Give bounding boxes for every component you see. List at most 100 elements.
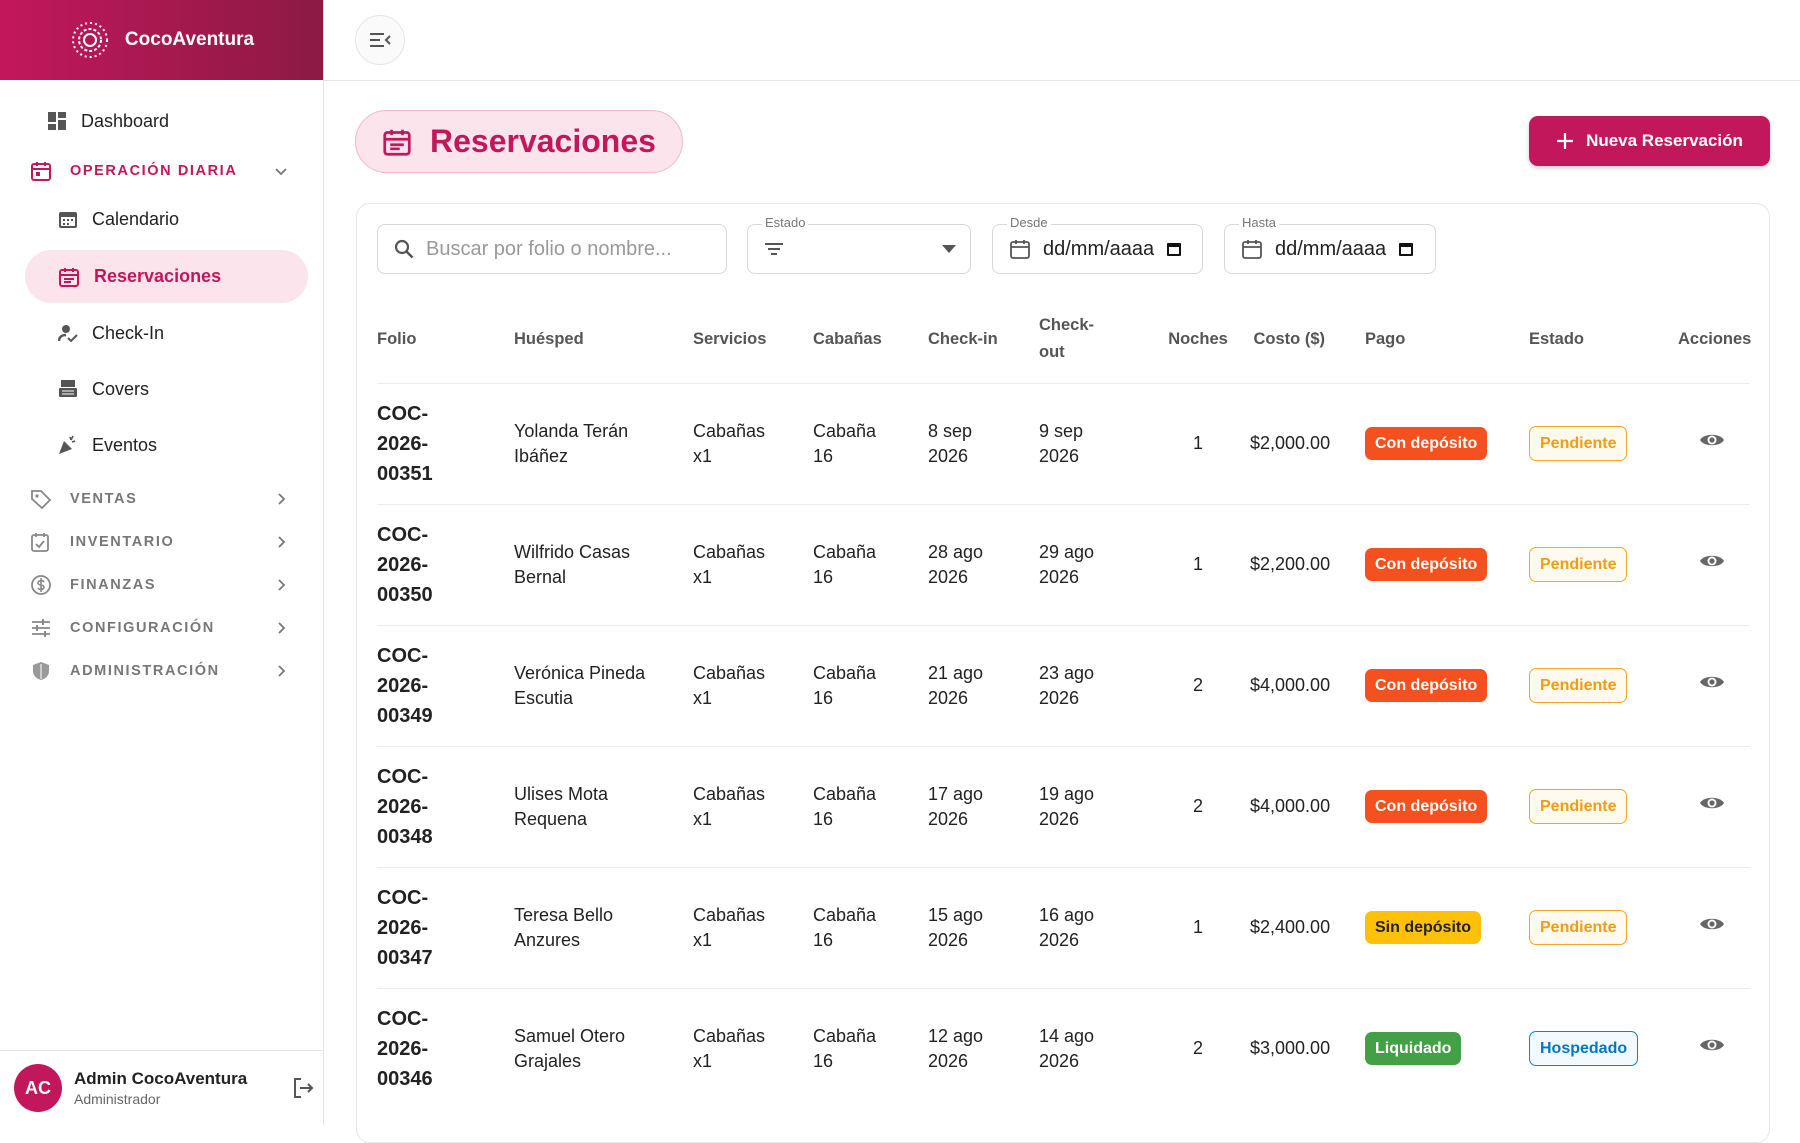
nav-label: FINANZAS — [70, 577, 157, 593]
nav-section[interactable]: OPERACIÓN DIARIA — [0, 151, 324, 191]
payment-badge: Con depósito — [1365, 548, 1488, 581]
column-header: Pago — [1365, 296, 1529, 383]
nav-item[interactable]: Reservaciones — [25, 250, 308, 303]
view-button[interactable] — [1699, 1036, 1725, 1054]
nav-item[interactable]: Covers — [0, 369, 324, 409]
column-header: Folio — [377, 296, 514, 383]
cell-payment: Con depósito — [1365, 745, 1529, 867]
nav-item[interactable]: Check-In — [0, 313, 324, 353]
sidebar: CocoAventura Dashboard OPERACIÓN DIARIA … — [0, 0, 324, 1125]
cell-nights: 1 — [1150, 866, 1250, 988]
field-label: Desde — [1007, 215, 1051, 230]
user-name: Admin CocoAventura — [74, 1069, 248, 1088]
checkout: 9 sep 2026 — [1039, 420, 1084, 466]
cell-cost: $2,000.00 — [1250, 382, 1365, 504]
column-header: Servicios — [693, 296, 813, 383]
view-button[interactable] — [1699, 552, 1725, 570]
folio: COC-2026-00351 — [377, 402, 433, 485]
payment-badge: Sin depósito — [1365, 911, 1481, 944]
field-label: Hasta — [1239, 215, 1279, 230]
cell-cost: $3,000.00 — [1250, 987, 1365, 1109]
nav-section[interactable]: FINANZAS — [0, 565, 324, 605]
cell-actions — [1678, 382, 1750, 504]
checkin: 15 ago 2026 — [928, 904, 984, 950]
menu-toggle[interactable] — [355, 15, 405, 65]
cell-checkin: 15 ago 2026 — [928, 866, 1039, 988]
nav-label: OPERACIÓN DIARIA — [70, 163, 238, 179]
cell-status: Pendiente — [1529, 624, 1678, 746]
status-badge: Pendiente — [1529, 668, 1628, 703]
new-reservation-button[interactable]: Nueva Reservación — [1529, 116, 1770, 166]
services: Cabañas x1 — [693, 904, 766, 950]
avatar: AC — [14, 1064, 62, 1112]
folio: COC-2026-00346 — [377, 1007, 433, 1090]
table-row[interactable]: COC-2026-00347 Teresa Bello Anzures Cabaña… — [377, 866, 1750, 988]
header-label: Costo ($) — [1253, 329, 1326, 348]
nav-item[interactable]: Calendario — [0, 199, 324, 239]
nav-section[interactable]: INVENTARIO — [0, 522, 324, 562]
logo — [71, 22, 108, 58]
status-badge: Pendiente — [1529, 910, 1628, 945]
services: Cabañas x1 — [693, 662, 766, 708]
nav-item[interactable]: Dashboard — [0, 101, 324, 141]
header-label: Pago — [1365, 329, 1406, 348]
header-label: Folio — [377, 329, 417, 348]
cell-nights: 1 — [1150, 382, 1250, 504]
checkin: 17 ago 2026 — [928, 783, 984, 829]
cell-payment: Liquidado — [1365, 987, 1529, 1109]
view-button[interactable] — [1699, 794, 1725, 812]
user-role: Administrador — [74, 1091, 161, 1107]
desde-date[interactable]: Desde dd/mm/aaaa — [992, 215, 1203, 274]
cell-checkout: 19 ago 2026 — [1039, 745, 1150, 867]
nav-section[interactable]: VENTAS — [0, 479, 324, 519]
cell-actions — [1678, 503, 1750, 625]
nights: 1 — [1192, 554, 1203, 574]
nav-section[interactable]: ADMINISTRACIÓN — [0, 651, 324, 691]
nav-label: VENTAS — [70, 491, 138, 507]
nav-label: Check-In — [92, 322, 165, 343]
cell-payment: Con depósito — [1365, 624, 1529, 746]
column-header: Huésped — [514, 296, 693, 383]
cabin: Cabaña 16 — [813, 662, 877, 708]
cell-guest: Verónica Pineda Escutia — [514, 624, 693, 746]
header-label: Acciones — [1678, 329, 1752, 348]
table-row[interactable]: COC-2026-00351 Yolanda Terán Ibáñez Cabaña… — [377, 382, 1750, 504]
guest: Wilfrido Casas Bernal — [514, 541, 631, 587]
cell-cost: $4,000.00 — [1250, 624, 1365, 746]
placeholder: Buscar por folio o nombre... — [426, 237, 672, 260]
nav-label: INVENTARIO — [70, 534, 175, 550]
table-row[interactable]: COC-2026-00348 Ulises Mota Requena Cabañas… — [377, 745, 1750, 867]
brand[interactable]: CocoAventura — [0, 0, 323, 80]
nights: 2 — [1192, 796, 1203, 816]
nights: 1 — [1192, 917, 1203, 937]
estado-select[interactable]: Estado — [747, 215, 971, 274]
nav-label: CONFIGURACIÓN — [70, 620, 215, 636]
cell-services: Cabañas x1 — [693, 503, 813, 625]
logout-button[interactable] — [291, 1076, 315, 1100]
header-label: Check-out — [1039, 316, 1095, 362]
nav-item[interactable]: Eventos — [0, 425, 324, 465]
header-label: Huésped — [514, 329, 584, 348]
table-row[interactable]: COC-2026-00346 Samuel Otero Grajales Cabañ… — [377, 987, 1750, 1109]
checkout: 16 ago 2026 — [1039, 904, 1095, 950]
checkout: 19 ago 2026 — [1039, 783, 1095, 829]
view-button[interactable] — [1699, 915, 1725, 933]
view-button[interactable] — [1699, 673, 1725, 691]
view-button[interactable] — [1699, 431, 1725, 449]
payment-badge: Liquidado — [1365, 1032, 1462, 1066]
nav-section[interactable]: CONFIGURACIÓN — [0, 608, 324, 648]
header-label: Cabañas — [813, 329, 882, 348]
table-row[interactable]: COC-2026-00350 Wilfrido Casas Bernal Cabañ… — [377, 503, 1750, 625]
cell-checkin: 12 ago 2026 — [928, 987, 1039, 1109]
payment-badge: Con depósito — [1365, 427, 1488, 460]
cell-status: Hospedado — [1529, 987, 1678, 1109]
table-row[interactable]: COC-2026-00349 Verónica Pineda Escutia Cab… — [377, 624, 1750, 746]
folio: COC-2026-00348 — [377, 765, 433, 848]
cell-checkout: 14 ago 2026 — [1039, 987, 1150, 1109]
column-header: Cabañas — [813, 296, 928, 383]
cost: $2,400.00 — [1250, 917, 1331, 937]
page-title: Reservaciones — [355, 110, 683, 173]
cell-actions — [1678, 987, 1750, 1109]
search-input[interactable]: Buscar por folio o nombre... — [377, 224, 727, 274]
hasta-date[interactable]: Hasta dd/mm/aaaa — [1224, 215, 1436, 274]
